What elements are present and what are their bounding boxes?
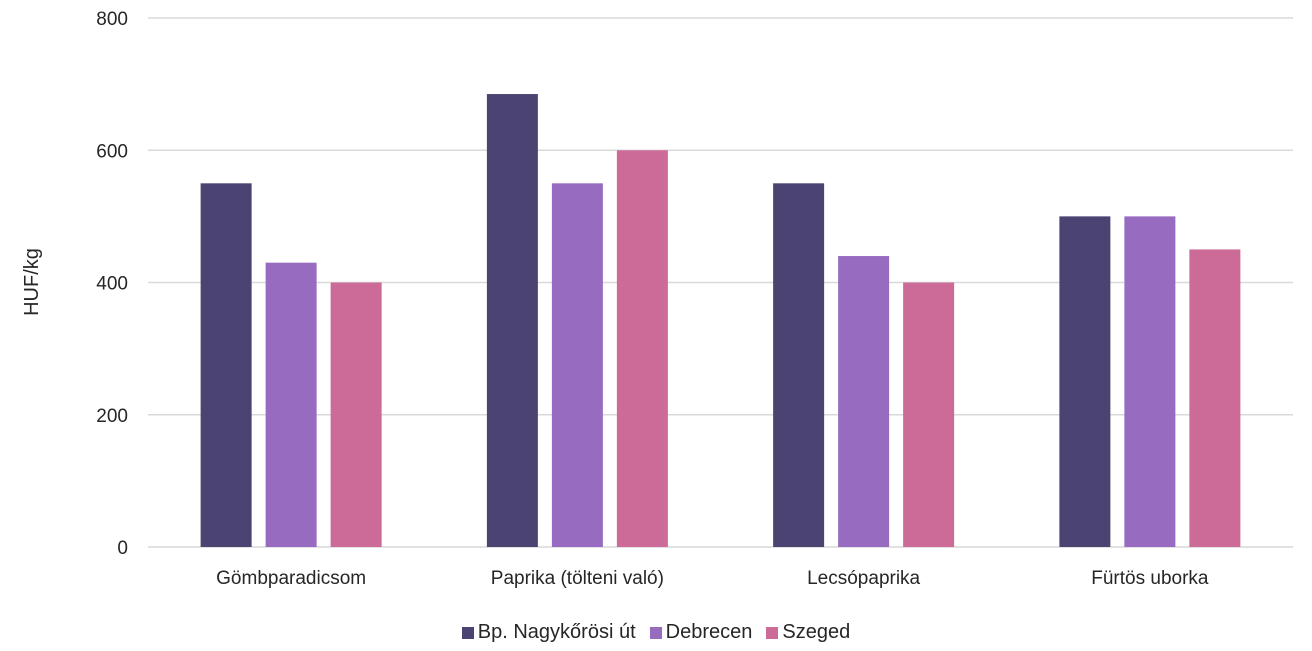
x-tick-label: Paprika (tölteni való) [491, 568, 664, 589]
legend-swatch-debrecen [649, 626, 662, 639]
y-axis-ticks: 0 200 400 600 800 [96, 9, 128, 559]
x-tick-label: Lecsópaprika [807, 568, 920, 589]
x-tick-label: Fürtös uborka [1091, 568, 1209, 589]
x-tick-label: Gömbparadicsom [216, 568, 366, 589]
y-tick-label: 400 [96, 274, 128, 295]
bar [486, 94, 538, 547]
legend-item-szeged: Szeged [766, 621, 850, 644]
bar [1059, 216, 1111, 547]
legend-swatch-szeged [766, 626, 779, 639]
legend-label-debrecen: Debrecen [665, 621, 753, 643]
bars [200, 94, 1241, 547]
bar [616, 150, 668, 547]
legend-swatch-bp [461, 626, 474, 639]
bar-chart: 0 200 400 600 800 Gömbparadicsom Paprika (töl… [21, 9, 1293, 589]
bar [265, 262, 317, 547]
legend-label-szeged: Szeged [782, 621, 851, 643]
legend-item-bp: Bp. Nagykőrösi út [461, 621, 636, 644]
bar [773, 183, 825, 547]
bar [903, 282, 955, 547]
legend-label-bp: Bp. Nagykőrösi út [477, 621, 636, 643]
bar [838, 256, 890, 547]
legend-item-debrecen: Debrecen [649, 621, 753, 644]
legend: Bp. Nagykőrösi út Debrecen Szeged [0, 621, 1312, 644]
y-tick-label: 600 [96, 141, 128, 162]
y-tick-label: 200 [96, 406, 128, 427]
bar [551, 183, 603, 547]
gridlines [148, 17, 1293, 548]
x-axis-ticks: Gömbparadicsom Paprika (tölteni való) Lecs… [216, 568, 1209, 589]
y-tick-label: 0 [117, 538, 128, 559]
bar [200, 183, 252, 547]
bar [1189, 249, 1241, 547]
y-tick-label: 800 [96, 9, 128, 30]
y-axis-label: HUF/kg [21, 248, 43, 316]
bar [330, 282, 382, 547]
bar [1124, 216, 1176, 547]
